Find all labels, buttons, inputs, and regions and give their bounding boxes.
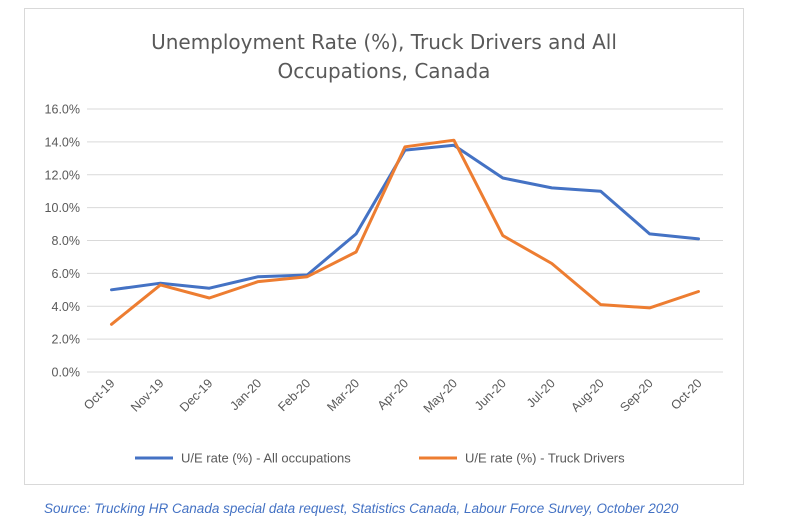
x-tick-label: Oct-20: [668, 376, 704, 412]
x-tick-label: Dec-19: [177, 376, 215, 414]
chart-frame: Unemployment Rate (%), Truck Drivers and…: [24, 8, 744, 485]
legend-label: U/E rate (%) - All occupations: [181, 451, 351, 466]
y-tick-label: 8.0%: [52, 234, 81, 248]
x-tick-label: Aug-20: [568, 376, 606, 414]
y-tick-label: 6.0%: [52, 267, 81, 281]
series-lines: [110, 138, 700, 326]
series-line-1: [110, 143, 700, 292]
y-tick-label: 10.0%: [45, 201, 80, 215]
chart-title: Unemployment Rate (%), Truck Drivers and…: [151, 30, 617, 83]
legend: U/E rate (%) - All occupations U/E rate (…: [135, 451, 625, 466]
source-note: Source: Trucking HR Canada special data …: [44, 501, 679, 516]
x-tick-label: Jul-20: [524, 376, 558, 410]
gridlines: [87, 108, 723, 373]
x-tick-label: Oct-19: [81, 376, 117, 412]
y-tick-label: 2.0%: [52, 333, 81, 347]
x-tick-label: Feb-20: [275, 376, 313, 414]
x-tick-label: Nov-19: [128, 376, 166, 414]
chart-title-line-1: Unemployment Rate (%), Truck Drivers and…: [151, 30, 617, 54]
x-tick-label: Apr-20: [375, 376, 411, 412]
x-tick-label: Jun-20: [472, 376, 509, 413]
x-tick-label: Sep-20: [617, 376, 655, 414]
chart-title-line-2: Occupations, Canada: [278, 59, 491, 83]
x-tick-label: Mar-20: [324, 376, 362, 414]
line-chart: Unemployment Rate (%), Truck Drivers and…: [45, 30, 723, 466]
x-tick-label: May-20: [421, 376, 460, 415]
legend-label: U/E rate (%) - Truck Drivers: [465, 451, 625, 466]
series-line-2: [110, 138, 700, 326]
y-tick-label: 16.0%: [45, 103, 80, 117]
y-tick-label: 12.0%: [45, 168, 80, 182]
x-tick-label: Jan-20: [227, 376, 264, 413]
y-axis-tick-labels: 0.0% 2.0% 4.0% 6.0% 8.0% 10.0% 12.0% 14.0% 16.0%: [45, 103, 80, 380]
y-tick-label: 14.0%: [45, 135, 80, 149]
y-tick-label: 4.0%: [52, 300, 81, 314]
x-axis-tick-labels: Oct-19 Nov-19 Dec-19 Jan-20 Feb-20 Mar-20 Apr-…: [81, 376, 705, 415]
y-tick-label: 0.0%: [52, 366, 81, 380]
